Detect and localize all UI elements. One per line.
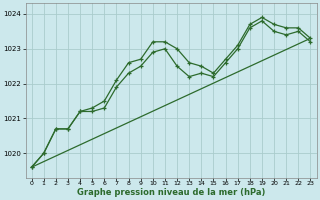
X-axis label: Graphe pression niveau de la mer (hPa): Graphe pression niveau de la mer (hPa): [77, 188, 265, 197]
